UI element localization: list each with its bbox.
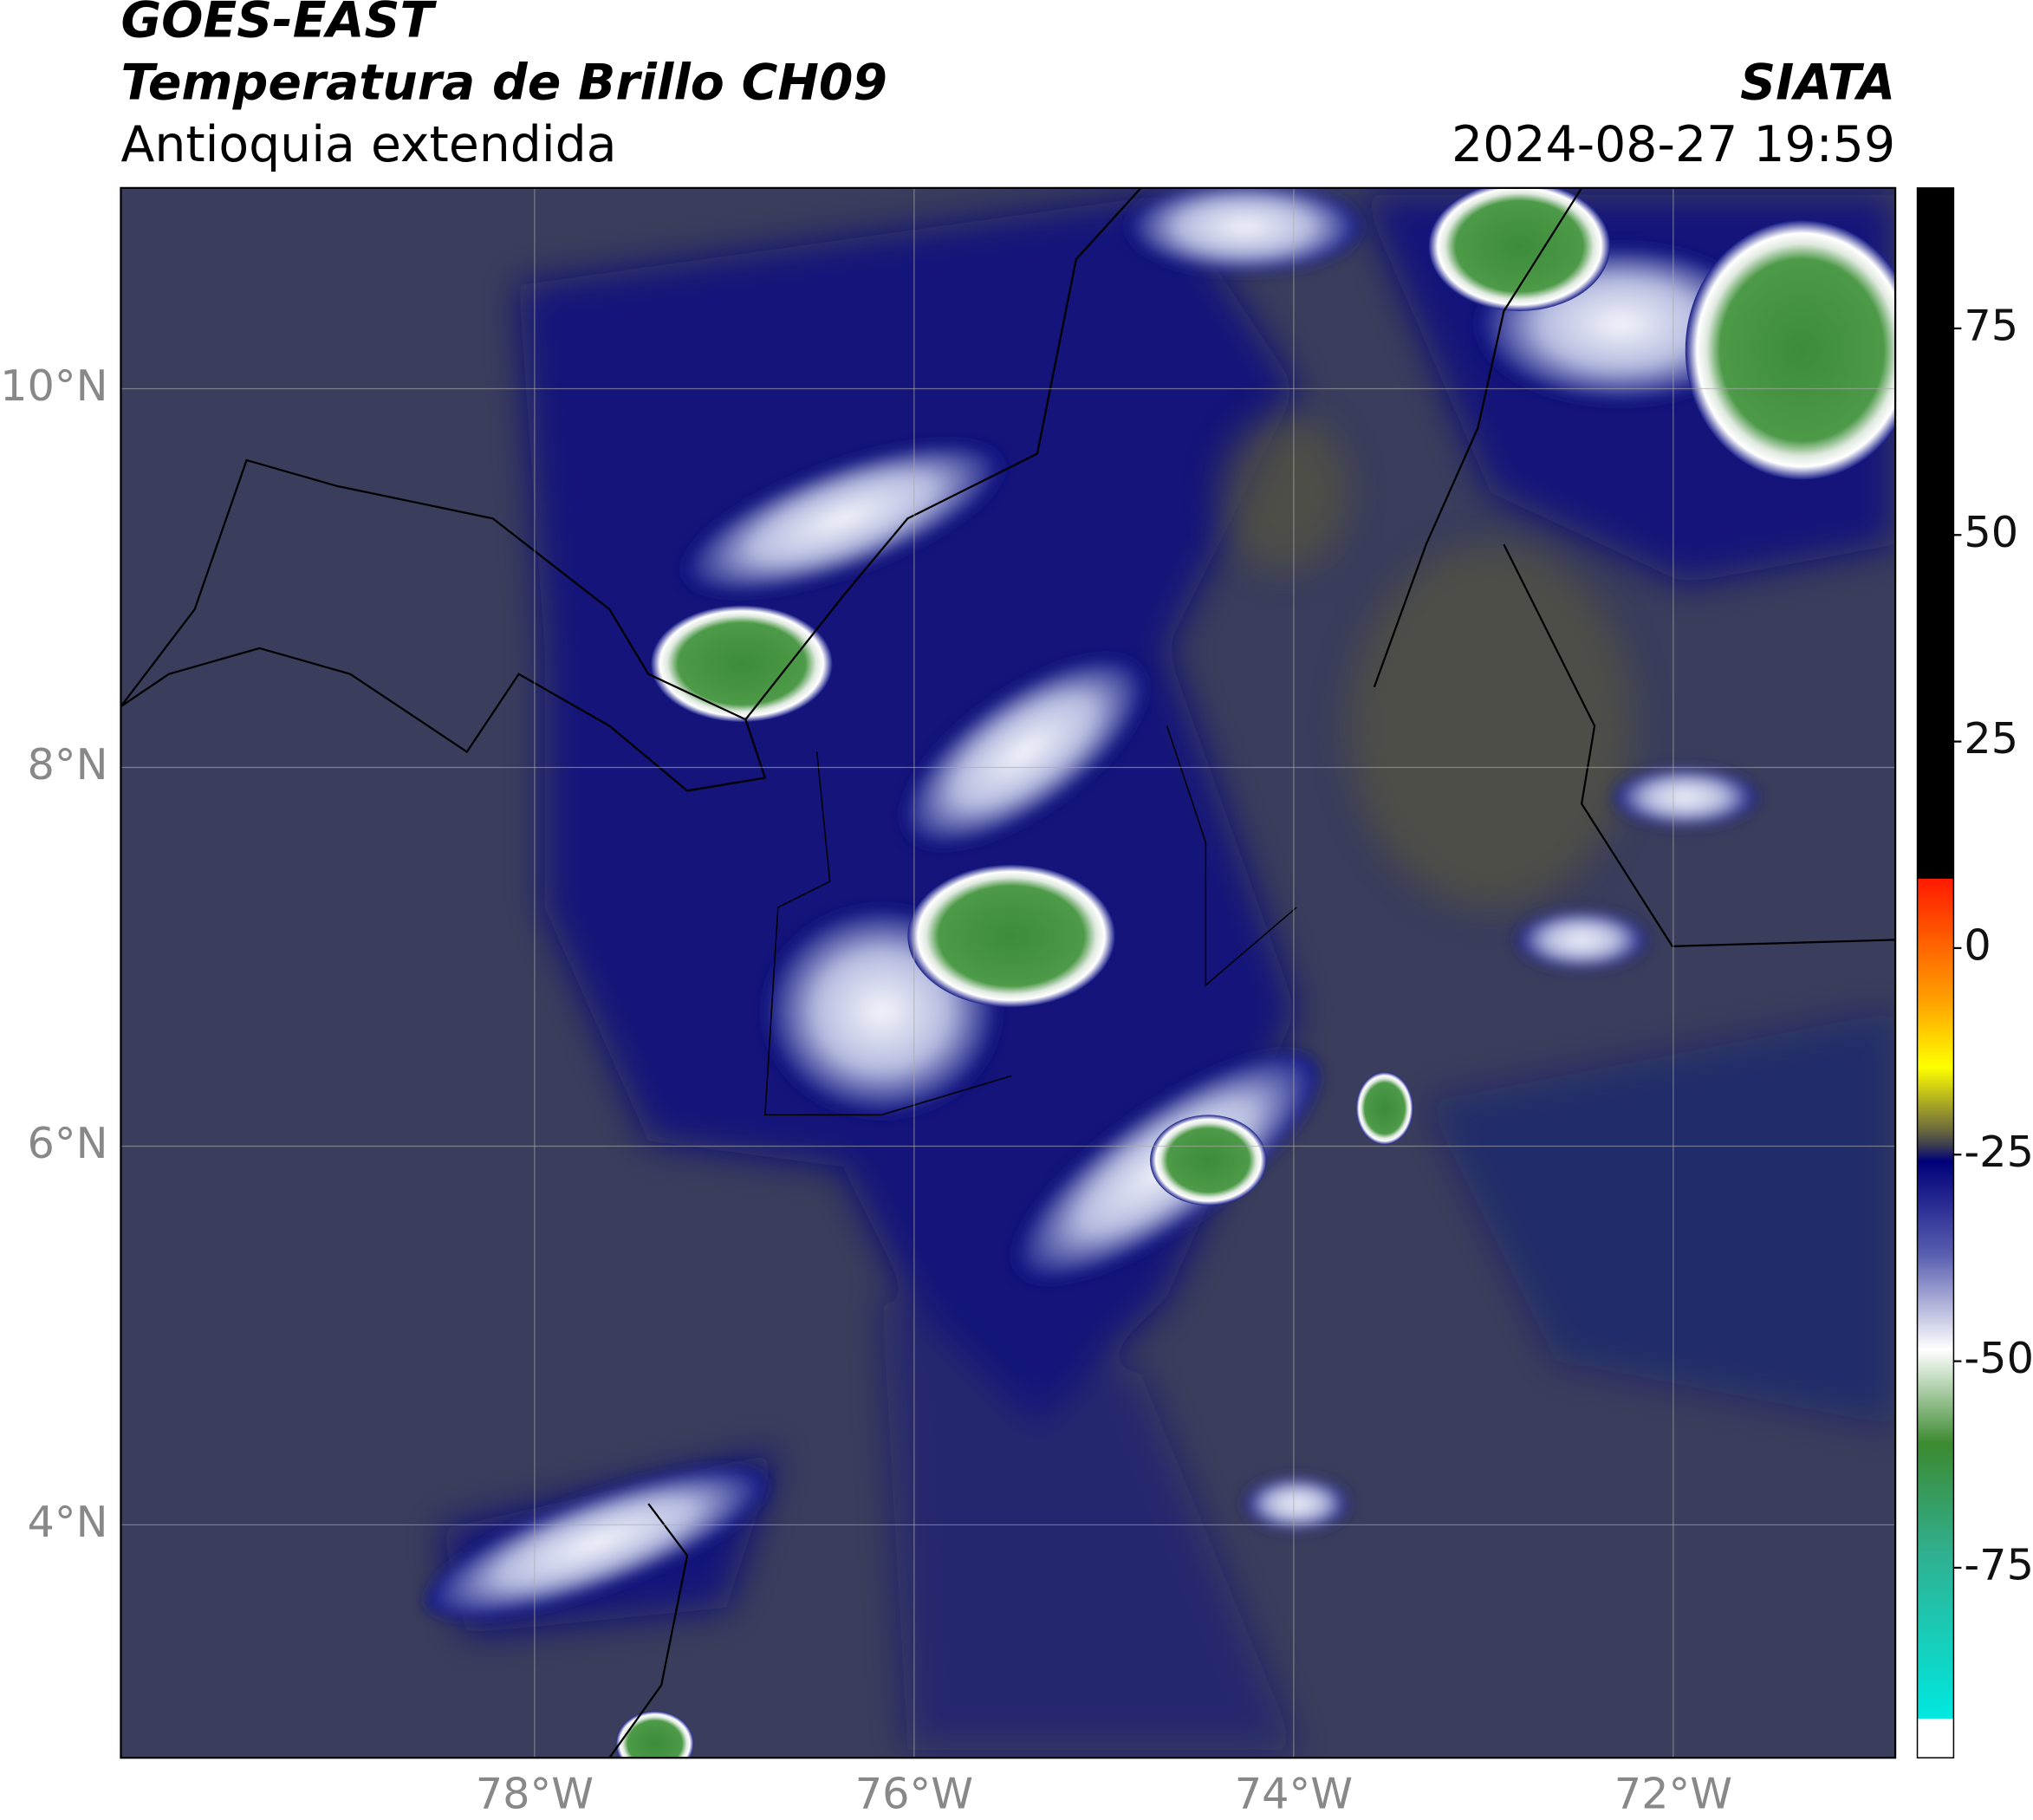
coastlines bbox=[120, 187, 1896, 1758]
storm-cell bbox=[651, 605, 833, 723]
colorbar-tick-label: -25 bbox=[1964, 1127, 2033, 1177]
storm-cell bbox=[1355, 1071, 1413, 1145]
x-tick-label: 76°W bbox=[855, 1769, 973, 1819]
map-frame bbox=[120, 186, 1897, 1759]
y-tick-label: 10°N bbox=[0, 361, 107, 411]
colorbar-tick-label: 50 bbox=[1964, 507, 2018, 557]
storm-cell bbox=[907, 864, 1115, 1008]
source: SIATA bbox=[1740, 54, 1895, 111]
x-tick-label: 72°W bbox=[1614, 1769, 1732, 1819]
storm-cell bbox=[1428, 187, 1611, 311]
storm-cell bbox=[615, 1711, 694, 1758]
colorbar-tick-label: 0 bbox=[1964, 920, 1991, 970]
x-tick-label: 74°W bbox=[1235, 1769, 1353, 1819]
colorbar-tick-label: -75 bbox=[1964, 1539, 2033, 1589]
colorbar-tick-label: -50 bbox=[1964, 1333, 2033, 1383]
y-tick-label: 8°N bbox=[28, 739, 108, 790]
satellite-image bbox=[120, 187, 1896, 1758]
storm-cell bbox=[1150, 1115, 1267, 1206]
title: GOES-EAST bbox=[120, 0, 437, 49]
colorbar-tick-label: 75 bbox=[1964, 300, 2018, 350]
colorbar-tick-label: 25 bbox=[1964, 713, 2018, 764]
region: Antioquia extendida bbox=[120, 116, 616, 173]
y-tick-label: 4°N bbox=[28, 1497, 108, 1547]
colorbar bbox=[1916, 187, 1955, 1758]
x-tick-label: 78°W bbox=[476, 1769, 594, 1819]
y-tick-label: 6°N bbox=[28, 1118, 108, 1168]
subtitle: Temperatura de Brillo CH09 bbox=[120, 54, 887, 111]
datetime: 2024-08-27 19:59 bbox=[1452, 116, 1895, 173]
storm-cell bbox=[1685, 220, 1896, 480]
